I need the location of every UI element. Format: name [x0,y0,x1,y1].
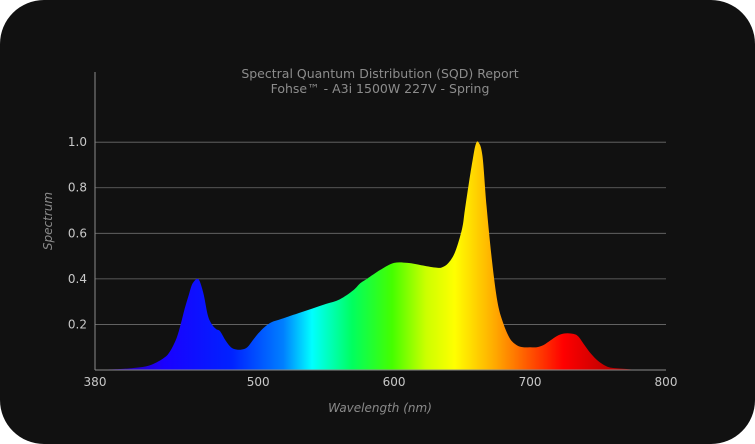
y-tick-label: 1.0 [68,135,87,149]
x-tick-label: 800 [655,375,678,389]
chart-subtitle: Fohse™ - A3i 1500W 227V - Spring [271,81,490,96]
y-tick-label: 0.2 [68,317,87,331]
x-tick-label: 500 [247,375,270,389]
spectrum-area [95,141,666,370]
gridlines [95,141,666,325]
x-tick-label: 380 [84,375,107,389]
x-axis-label: Wavelength (nm) [328,401,432,415]
x-tick-labels: 380 500 600 700 800 [84,375,678,389]
y-tick-label: 0.8 [68,181,87,195]
y-tick-label: 0.4 [68,272,87,286]
x-tick-label: 600 [383,375,406,389]
x-tick-label: 700 [519,375,542,389]
y-axis-label: Spectrum [41,192,55,250]
chart-title: Spectral Quantum Distribution (SQD) Repo… [241,66,518,81]
y-tick-label: 0.6 [68,226,87,240]
y-tick-labels: 0.2 0.4 0.6 0.8 1.0 [68,135,87,331]
